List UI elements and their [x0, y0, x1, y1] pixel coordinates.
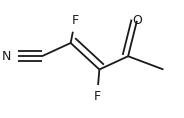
Text: O: O — [132, 14, 142, 27]
Text: F: F — [94, 89, 101, 103]
Text: F: F — [72, 14, 79, 27]
Text: N: N — [2, 50, 11, 63]
